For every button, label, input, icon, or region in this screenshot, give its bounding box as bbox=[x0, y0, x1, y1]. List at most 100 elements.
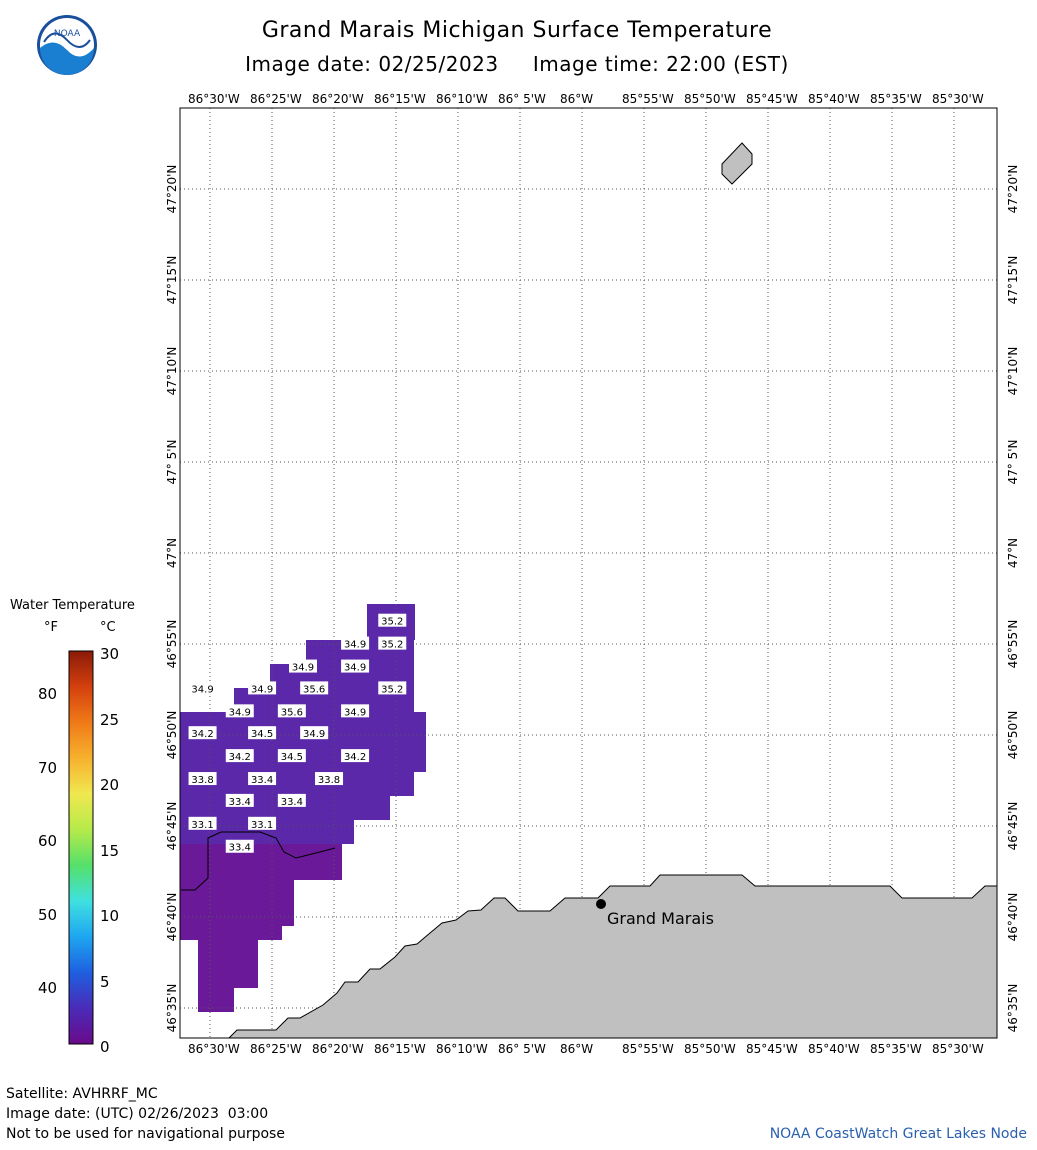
temperature-value: 34.9 bbox=[251, 684, 273, 695]
temperature-label-box bbox=[225, 704, 254, 718]
temperature-label-box bbox=[315, 772, 344, 786]
temperature-value: 33.4 bbox=[251, 775, 273, 786]
latitude-label: 46°55'N bbox=[165, 619, 179, 669]
longitude-label: 85°40'W bbox=[808, 1042, 860, 1056]
latitude-label: 47°10'N bbox=[165, 346, 179, 396]
temperature-label-box bbox=[277, 793, 306, 807]
fahrenheit-tick: 40 bbox=[38, 979, 58, 997]
latitude-label: 47° 5'N bbox=[165, 439, 179, 485]
latitude-label: 47°20'N bbox=[165, 164, 179, 214]
temperature-label-box bbox=[378, 613, 407, 627]
latitude-label: 47°15'N bbox=[165, 255, 179, 305]
temperature-value: 33.4 bbox=[281, 797, 303, 808]
water-cell-cold bbox=[180, 844, 342, 880]
longitude-label: 85°50'W bbox=[684, 92, 736, 106]
temperature-label-box bbox=[248, 816, 277, 830]
credit-link[interactable]: NOAA CoastWatch Great Lakes Node bbox=[769, 1126, 1027, 1142]
shoreline-land bbox=[227, 874, 998, 1039]
fahrenheit-tick: 80 bbox=[38, 685, 58, 703]
temperature-label-box bbox=[277, 704, 306, 718]
longitude-label: 86°W bbox=[560, 1042, 594, 1056]
fahrenheit-tick: 50 bbox=[38, 905, 58, 924]
longitude-label: 85°30'W bbox=[932, 92, 984, 106]
temperature-label-box bbox=[277, 749, 306, 763]
legend-unit-f: °F bbox=[44, 620, 58, 635]
longitude-label: 85°35'W bbox=[870, 92, 922, 106]
temperature-label: 35.2 bbox=[378, 681, 407, 695]
longitude-label: 85°35'W bbox=[870, 1042, 922, 1056]
temperature-label: 34.2 bbox=[225, 749, 254, 763]
map-frame bbox=[179, 107, 998, 1039]
temperature-label: 34.9 bbox=[289, 659, 317, 674]
temperature-label: 34.5 bbox=[277, 749, 306, 763]
celsius-tick: 25 bbox=[100, 710, 120, 729]
temperature-label-box bbox=[188, 772, 217, 786]
latitude-label: 46°50'N bbox=[1006, 710, 1020, 760]
longitude-label: 86°15'W bbox=[374, 92, 426, 106]
temperature-label: 33.4 bbox=[225, 839, 254, 854]
temperature-label-box bbox=[300, 681, 329, 695]
image-date-time: Image date: 02/25/2023 Image time: 22:00… bbox=[245, 52, 789, 76]
temperature-value: 34.2 bbox=[229, 752, 251, 763]
longitude-label: 86°W bbox=[560, 92, 594, 106]
land-layer bbox=[181, 142, 998, 1039]
temperature-label: 34.9 bbox=[248, 681, 277, 695]
latitude-label: 46°40'N bbox=[165, 892, 179, 942]
water-cell-cold bbox=[180, 880, 294, 926]
water-cell bbox=[180, 712, 426, 772]
latitude-label: 46°40'N bbox=[1006, 892, 1020, 942]
longitude-label: 86°10'W bbox=[436, 1042, 488, 1056]
logo-text: NOAA bbox=[54, 29, 81, 39]
temperature-label-box bbox=[341, 704, 370, 718]
temperature-value: 34.9 bbox=[344, 640, 366, 651]
celsius-tick: 20 bbox=[100, 776, 120, 794]
satellite-info: Satellite: AVHRRF_MC bbox=[6, 1086, 158, 1102]
longitude-label: 85°40'W bbox=[808, 92, 860, 106]
grand-marais-marker[interactable] bbox=[596, 899, 606, 909]
temperature-value: 33.1 bbox=[251, 820, 273, 831]
temperature-label: 34.9 bbox=[341, 704, 370, 718]
temperature-label-box bbox=[378, 681, 407, 695]
temperature-label: 35.6 bbox=[300, 681, 329, 695]
temperature-label-box bbox=[289, 659, 317, 673]
water-cell bbox=[180, 772, 414, 796]
temperature-value: 34.9 bbox=[303, 729, 325, 740]
temperature-label: 34.9 bbox=[225, 704, 254, 718]
latitude-label: 47°20'N bbox=[1006, 164, 1020, 214]
utc-date: Image date: (UTC) 02/26/2023 03:00 bbox=[6, 1106, 269, 1122]
grand-marais-label: Grand Marais bbox=[607, 909, 714, 928]
longitude-label: 86°15'W bbox=[374, 1042, 426, 1056]
temperature-value: 33.1 bbox=[191, 820, 213, 831]
temperature-label-box bbox=[378, 636, 407, 650]
latitude-label: 47°15'N bbox=[1006, 255, 1020, 305]
longitude-label: 86°20'W bbox=[312, 1042, 364, 1056]
temperature-label: 34.2 bbox=[188, 726, 217, 740]
longitude-label: 85°45'W bbox=[746, 92, 798, 106]
longitude-label: 85°30'W bbox=[932, 1042, 984, 1056]
temperature-value: 35.2 bbox=[381, 684, 403, 695]
temperature-value: 34.9 bbox=[344, 663, 366, 674]
fahrenheit-tick: 60 bbox=[38, 832, 58, 850]
temperature-value: 34.9 bbox=[292, 663, 314, 674]
temperature-label: 35.6 bbox=[277, 704, 306, 718]
temperature-label: 34.5 bbox=[248, 726, 277, 740]
temperature-label-box bbox=[248, 681, 277, 695]
latitude-label: 47° 5'N bbox=[1006, 439, 1020, 485]
temperature-label: 34.9 bbox=[341, 659, 370, 674]
longitude-label: 86° 5'W bbox=[498, 1042, 546, 1056]
temperature-value: 33.4 bbox=[229, 797, 251, 808]
latitude-label: 47°N bbox=[1006, 537, 1020, 569]
temperature-label: 33.4 bbox=[277, 793, 306, 808]
contour-line bbox=[181, 831, 336, 891]
celsius-tick: 10 bbox=[100, 907, 120, 925]
latitude-label: 47°N bbox=[165, 537, 179, 569]
temperature-label-box bbox=[225, 749, 254, 763]
temperature-labels: 35.234.9 35.234.9 34.934.9 34.9 35.6 35.234.9… bbox=[188, 613, 407, 854]
temperature-label-box bbox=[188, 726, 217, 740]
temperature-label: 33.8 bbox=[315, 772, 344, 786]
temperature-value: 34.2 bbox=[191, 729, 213, 740]
longitude-label: 85°45'W bbox=[746, 1042, 798, 1056]
temperature-label: 34.9 bbox=[188, 681, 217, 695]
island bbox=[721, 142, 753, 185]
temperature-label-box bbox=[248, 772, 277, 786]
